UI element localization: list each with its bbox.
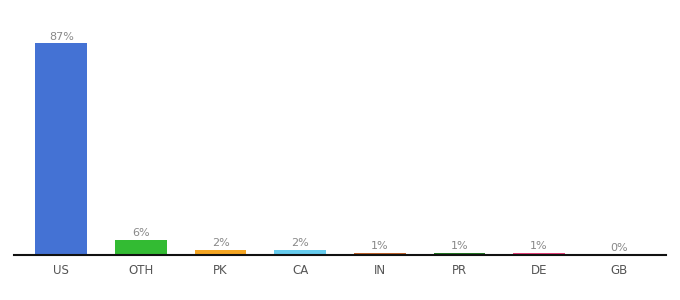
Bar [434, 253, 486, 255]
Bar [274, 250, 326, 255]
Text: 6%: 6% [132, 229, 150, 238]
Text: 87%: 87% [49, 32, 74, 41]
Text: 1%: 1% [451, 241, 469, 250]
Text: 2%: 2% [291, 238, 309, 248]
Bar [513, 253, 565, 255]
Text: 1%: 1% [371, 241, 388, 250]
Bar [354, 253, 406, 255]
Bar [194, 250, 246, 255]
Bar [115, 240, 167, 255]
Bar [35, 44, 87, 255]
Text: 0%: 0% [610, 243, 628, 253]
Text: 2%: 2% [211, 238, 229, 248]
Text: 1%: 1% [530, 241, 548, 250]
